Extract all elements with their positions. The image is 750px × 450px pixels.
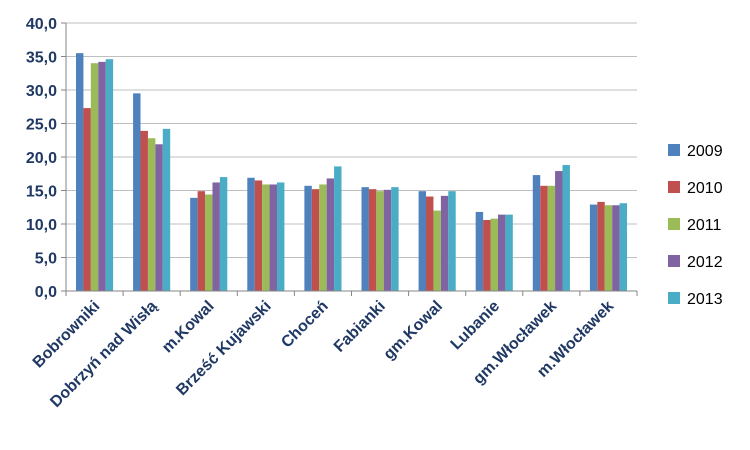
y-tick-label: 10,0	[26, 217, 57, 234]
x-tick-label: Dobrzyń nad Wisłą	[47, 298, 160, 411]
bar-2012-3	[212, 182, 220, 291]
x-tick-label: Lubanie	[448, 298, 503, 353]
y-tick-label: 5,0	[35, 251, 57, 268]
bar-2013-10	[619, 203, 628, 291]
bar-2011-4	[262, 184, 270, 291]
legend-swatch-2011	[668, 218, 680, 230]
axes	[61, 22, 638, 296]
bar-2009-9	[532, 175, 541, 291]
bar-2012-7	[440, 195, 449, 291]
x-tick-label: Choceń	[278, 298, 332, 352]
bar-2011-7	[433, 210, 441, 291]
bar-2009-8	[475, 211, 484, 291]
bar-2009-2	[133, 93, 141, 291]
bar-2012-8	[497, 214, 506, 291]
bar-2012-9	[555, 171, 563, 291]
y-tick-label: 0,0	[35, 284, 57, 301]
bar-2012-10	[612, 205, 620, 291]
bar-2010-3	[197, 191, 206, 291]
bar-2010-10	[597, 201, 605, 291]
bar-2009-10	[589, 204, 598, 291]
bar-2011-1	[90, 63, 99, 292]
bar-2013-2	[162, 128, 171, 291]
bar-2010-4	[254, 180, 263, 291]
y-tick-label: 40,0	[26, 16, 57, 33]
bar-2010-8	[483, 219, 491, 291]
y-tick-label: 20,0	[26, 150, 57, 167]
bar-2010-7	[426, 196, 434, 291]
legend-swatch-2012	[668, 255, 680, 267]
bar-2011-10	[604, 205, 613, 291]
bar-2012-4	[269, 184, 277, 291]
bar-2011-8	[490, 218, 498, 291]
x-tick-label: gm.Kowal	[381, 298, 446, 363]
legend-label-2011: 2011	[687, 217, 722, 234]
legend-label-2009: 2009	[687, 143, 723, 160]
bar-2013-6	[391, 187, 399, 291]
bar-2013-5	[334, 166, 342, 291]
y-tick-label: 25,0	[26, 117, 57, 134]
bar-2013-1	[105, 59, 114, 292]
x-tick-label: Fabianki	[331, 298, 389, 356]
bar-2013-9	[562, 165, 570, 291]
bar-2009-3	[190, 197, 198, 291]
bar-2010-2	[140, 130, 148, 291]
legend-swatch-2009	[668, 144, 680, 156]
bar-2009-4	[247, 177, 255, 291]
x-tick-label: Brześć Kujawski	[173, 298, 274, 399]
bar-2011-2	[147, 138, 156, 291]
bar-2013-8	[505, 214, 513, 291]
bar-2010-6	[368, 189, 377, 291]
bar-2010-5	[311, 189, 320, 291]
legend-label-2012: 2012	[687, 254, 723, 271]
y-axis-ticks: 0,0 5,0 10,0 15,0 20,0 25,0 30,0 35,0 40,0	[26, 16, 57, 301]
legend: 2009 2010 2011 2012 2013	[668, 143, 723, 308]
bar-2011-3	[205, 194, 213, 291]
legend-label-2013: 2013	[687, 291, 723, 308]
bar-2013-3	[219, 177, 228, 291]
legend-swatch-2010	[668, 181, 680, 193]
legend-label-2010: 2010	[687, 180, 723, 197]
bar-2011-6	[376, 191, 384, 291]
y-tick-label: 30,0	[26, 83, 57, 100]
bar-2012-5	[326, 178, 335, 291]
y-tick-label: 15,0	[26, 184, 57, 201]
bar-2009-6	[361, 187, 369, 291]
bar-2010-1	[83, 108, 91, 291]
bar-2011-9	[547, 185, 556, 291]
bar-2011-5	[319, 184, 327, 291]
bar-2012-6	[383, 189, 392, 291]
bar-2012-2	[155, 144, 163, 291]
bar-2013-4	[276, 182, 285, 291]
bar-2009-7	[418, 191, 427, 291]
y-tick-label: 35,0	[26, 50, 57, 67]
bar-2012-1	[98, 61, 106, 291]
x-tick-label: m.Kowal	[159, 298, 218, 357]
bar-2013-7	[448, 191, 456, 291]
bar-2009-5	[304, 185, 312, 291]
bar-2009-1	[75, 53, 84, 292]
bar-2010-9	[540, 185, 548, 291]
bars	[75, 53, 628, 292]
legend-swatch-2013	[668, 292, 680, 304]
